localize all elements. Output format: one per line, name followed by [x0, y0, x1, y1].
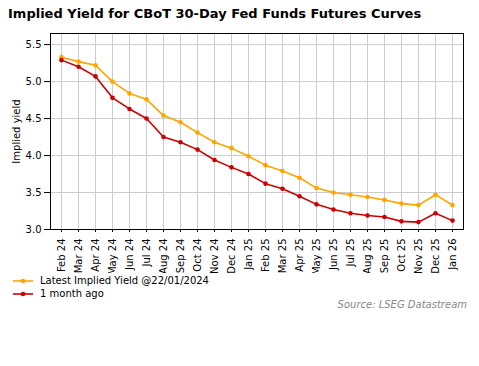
html-text:Latest Implied Yield @22/01/20: Latest Implied Yield @22/01/2024	[40, 275, 209, 286]
svg-text:Apr 25: Apr 25	[294, 239, 305, 272]
svg-text:Jan 25: Jan 25	[243, 239, 254, 271]
svg-text:5.5: 5.5	[26, 39, 42, 50]
svg-text:Jul 24: Jul 24	[141, 239, 152, 268]
svg-text:Feb 24: Feb 24	[56, 239, 67, 273]
html-text:Source: LSEG Datastream: Source: LSEG Datastream	[337, 299, 467, 310]
svg-text:4.0: 4.0	[26, 150, 42, 161]
svg-text:Aug 24: Aug 24	[158, 239, 169, 274]
html-text:1 month ago: 1 month ago	[40, 288, 104, 299]
svg-text:Aug 25: Aug 25	[362, 239, 373, 274]
svg-text:Dec 24: Dec 24	[226, 239, 237, 274]
svg-text:Oct 25: Oct 25	[396, 239, 407, 272]
svg-text:Mar 25: Mar 25	[277, 239, 288, 274]
svg-text:Apr 24: Apr 24	[90, 239, 101, 272]
svg-text:3.0: 3.0	[26, 224, 42, 235]
svg-text:Sep 24: Sep 24	[175, 239, 186, 274]
svg-text:3.5: 3.5	[26, 187, 42, 198]
svg-text:Mar 24: Mar 24	[73, 239, 84, 274]
svg-text:Jan 26: Jan 26	[447, 239, 458, 271]
svg-text:May 24: May 24	[107, 239, 118, 274]
svg-text:Feb 25: Feb 25	[260, 239, 271, 273]
svg-text:Jun 24: Jun 24	[124, 239, 135, 272]
svg-text:Nov 25: Nov 25	[413, 239, 424, 274]
svg-text:Dec 25: Dec 25	[430, 239, 441, 274]
svg-text:Jun 25: Jun 25	[328, 239, 339, 272]
svg-text:Jul 25: Jul 25	[345, 239, 356, 268]
svg-text:Nov 24: Nov 24	[209, 239, 220, 274]
svg-text:Sep 25: Sep 25	[379, 239, 390, 274]
svg-text:Implied yield: Implied yield	[11, 99, 22, 163]
svg-text:5.0: 5.0	[26, 76, 42, 87]
svg-text:Oct 24: Oct 24	[192, 239, 203, 272]
svg-text:4.5: 4.5	[26, 113, 42, 124]
svg-text:May 25: May 25	[311, 239, 322, 274]
html-text:Implied Yield for CBoT 30-Day: Implied Yield for CBoT 30-Day Fed Funds …	[8, 6, 422, 21]
